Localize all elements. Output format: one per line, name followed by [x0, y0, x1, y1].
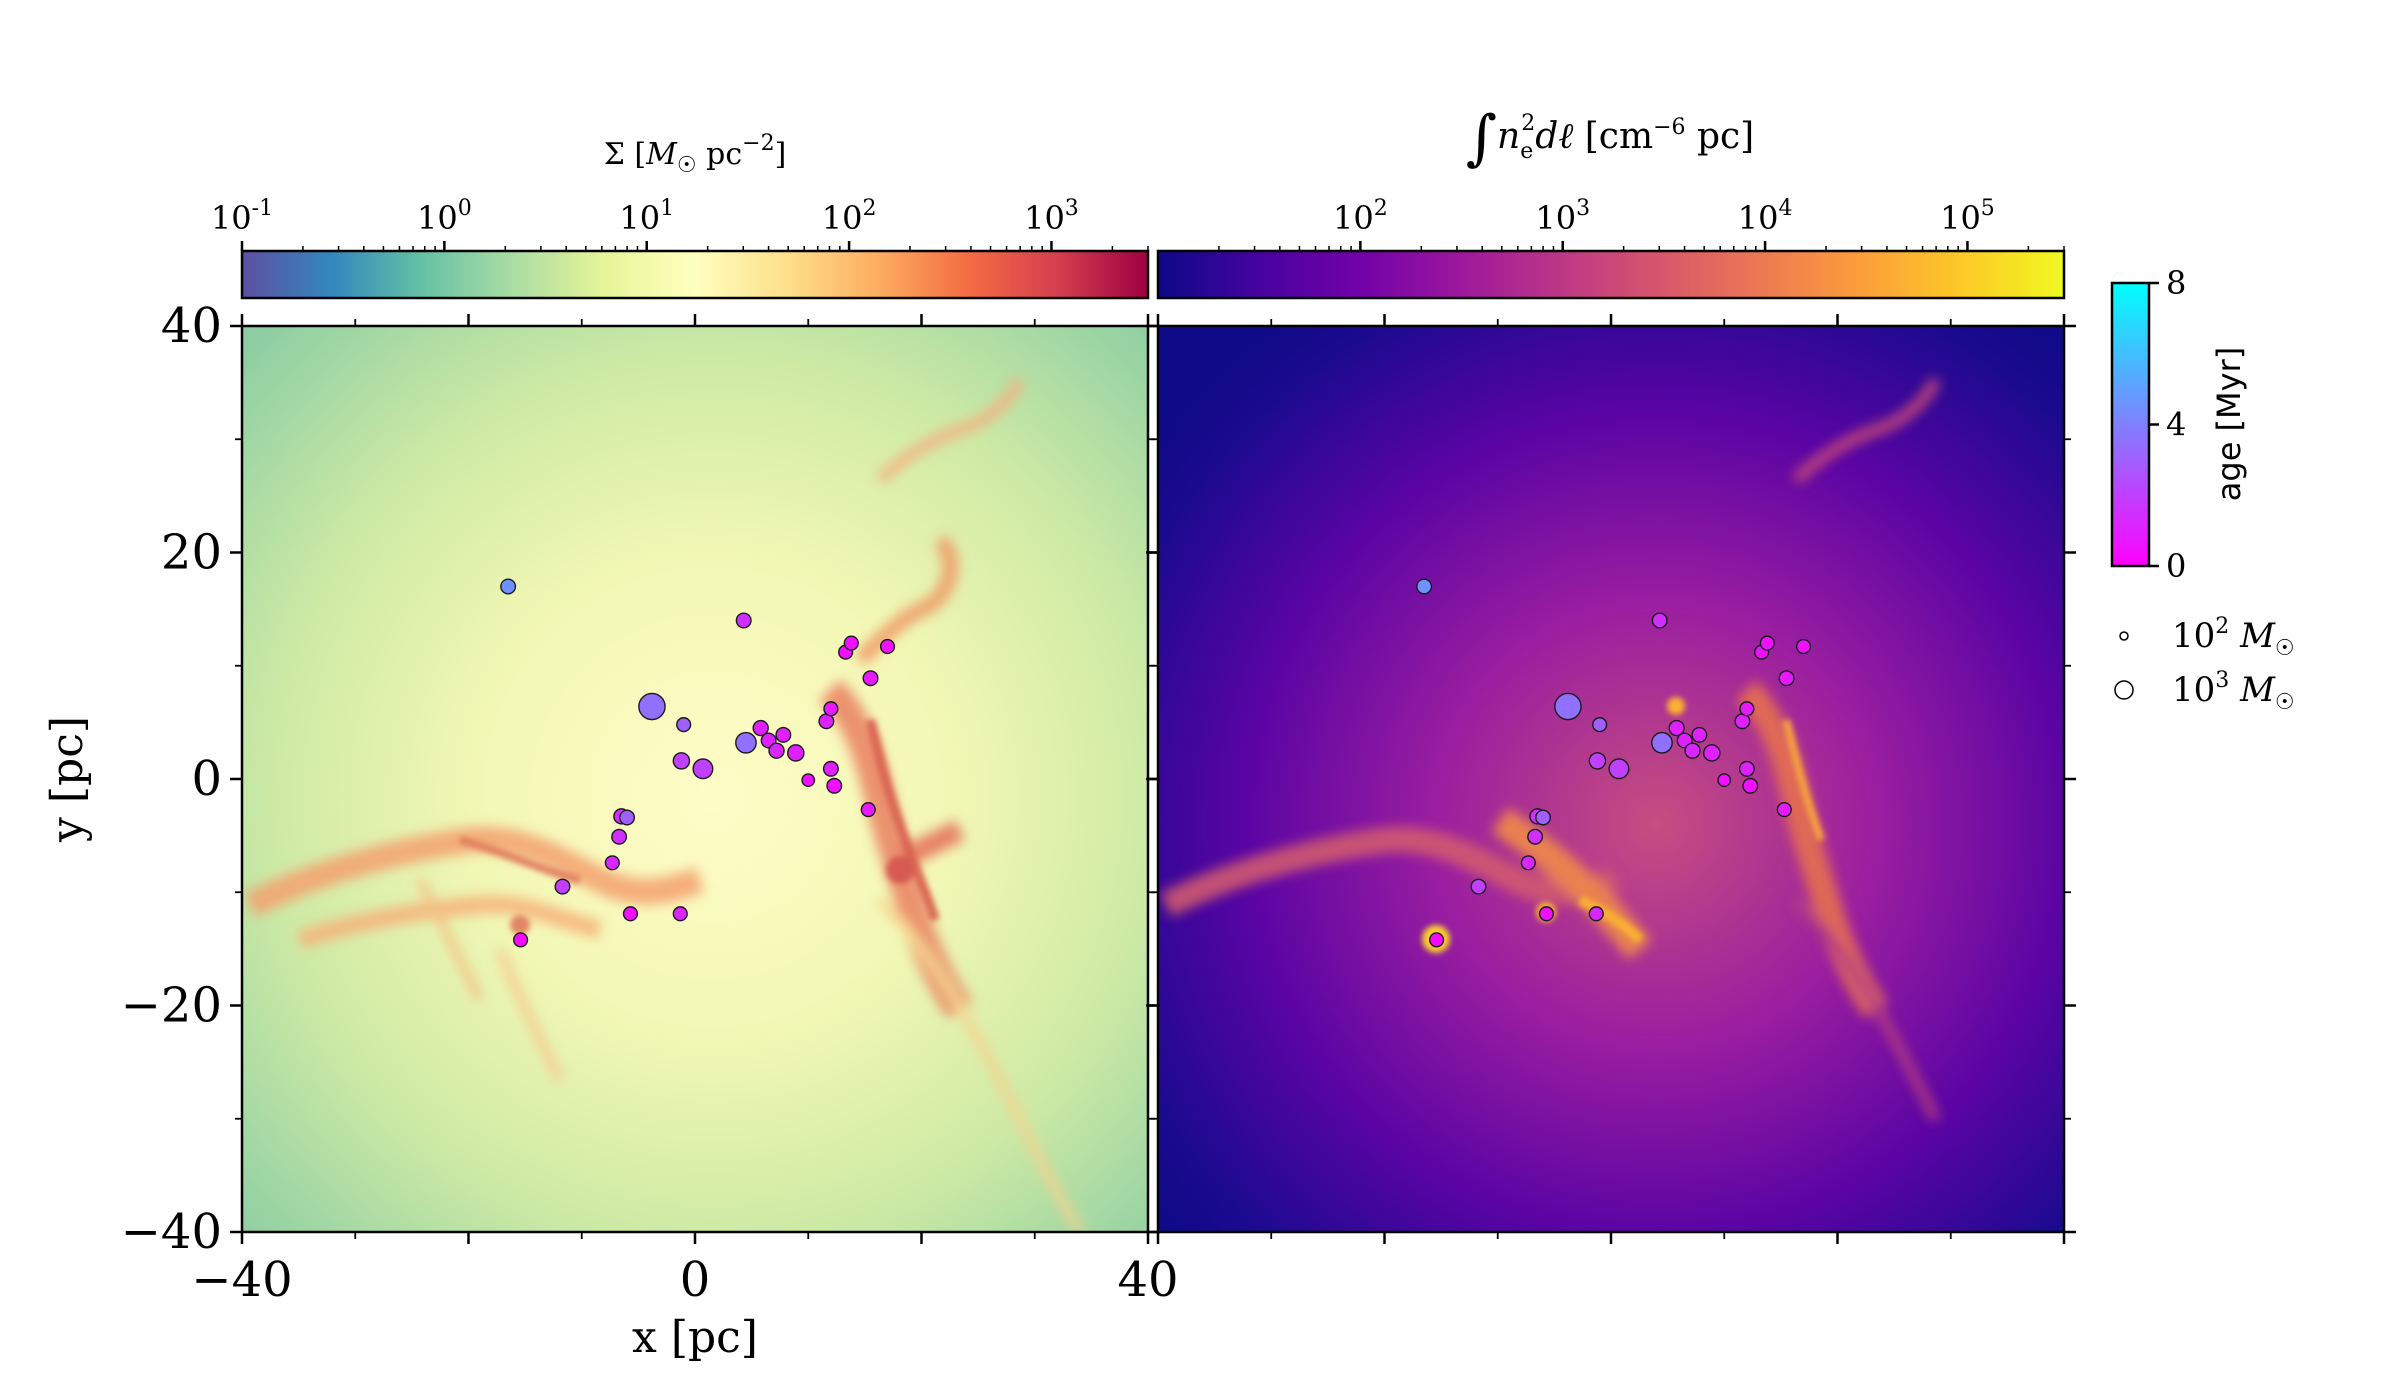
- star-cluster-point: [1702, 744, 1721, 762]
- colorbar-tick-label: 103: [1024, 196, 1079, 237]
- star-cluster-point: [879, 638, 896, 655]
- age-tick-label: 8: [2166, 264, 2186, 302]
- star-cluster-point: [554, 878, 571, 895]
- star-cluster-point: [862, 670, 879, 687]
- colorbar-age-ticks: 8 4 0: [2149, 264, 2186, 585]
- star-cluster-point: [622, 906, 639, 922]
- size-legend-label-large: 103 M☉: [2172, 668, 2295, 715]
- star-points-left: [500, 578, 896, 948]
- star-cluster-point: [801, 773, 816, 788]
- star-cluster-point: [1684, 742, 1701, 759]
- star-cluster-point: [611, 828, 628, 845]
- colorbar-tick-label: 102: [822, 196, 877, 237]
- star-cluster-point: [672, 906, 688, 922]
- size-legend-marker-large: [2114, 680, 2134, 700]
- star-cluster-point: [500, 578, 517, 595]
- star-cluster-point: [1717, 773, 1732, 788]
- axes-right-ticks: [1146, 314, 2076, 1244]
- star-cluster-point: [1592, 717, 1608, 733]
- colorbar-em-bar: [1156, 249, 2066, 300]
- age-tick-label: 0: [2166, 547, 2186, 585]
- x-tick-label: 0: [680, 1252, 711, 1308]
- colorbar-em-ticks: 102 103 104 105: [1218, 196, 2065, 251]
- colorbar-em-label: ∫ne2dℓ [cm−6 pc]: [1466, 103, 1754, 173]
- colorbar-age-bar: [2110, 281, 2151, 568]
- star-cluster-point: [768, 742, 785, 759]
- star-cluster-point: [1795, 638, 1812, 655]
- colorbar-tick-label: 104: [1738, 196, 1793, 237]
- star-cluster-point: [1651, 731, 1673, 754]
- star-cluster-point: [692, 758, 714, 780]
- x-tick-label: 40: [1117, 1252, 1178, 1308]
- star-cluster-point: [1778, 670, 1795, 687]
- x-tick-label: −40: [191, 1252, 292, 1308]
- colorbar-age: 8 4 0 age [Myr]: [2110, 264, 2248, 585]
- star-points-right: [1416, 578, 1812, 948]
- panel-emission-measure: [1158, 326, 2064, 1232]
- colorbar-tick-label: 105: [1940, 196, 1995, 237]
- colorbar-em: ∫ne2dℓ [cm−6 pc] 102 103 104 105: [1156, 103, 2066, 300]
- panel-surface-density: [242, 326, 1148, 1232]
- axes-left-ticks: −40 0 40 40 20 0 −20 −40: [121, 298, 1179, 1308]
- star-cluster-point: [843, 635, 859, 651]
- star-cluster-point: [1739, 701, 1755, 717]
- star-cluster-point: [823, 701, 839, 717]
- star-cluster-point: [822, 760, 839, 777]
- star-cluster-point: [1742, 777, 1759, 794]
- star-cluster-point: [1588, 906, 1604, 922]
- size-legend: 102 M☉ 103 M☉: [2114, 614, 2295, 715]
- star-cluster-point: [735, 731, 757, 754]
- star-cluster-point: [1588, 752, 1607, 770]
- star-cluster-point: [1668, 719, 1685, 737]
- star-cluster-point: [676, 717, 692, 733]
- x-axis-label: x [pc]: [632, 1312, 758, 1363]
- colorbar-tick-label: 100: [417, 196, 472, 237]
- star-cluster-point: [1470, 878, 1487, 895]
- star-cluster-point: [1428, 932, 1445, 948]
- star-cluster-point: [735, 612, 752, 629]
- colorbar-tick-label: 102: [1333, 196, 1388, 237]
- size-legend-marker-small: [2119, 631, 2129, 641]
- y-tick-label: −40: [121, 1204, 222, 1260]
- star-cluster-point: [672, 752, 691, 770]
- star-cluster-point: [1520, 855, 1536, 871]
- y-tick-label: 20: [161, 525, 222, 581]
- star-cluster-point: [752, 719, 769, 737]
- star-cluster-point: [1538, 906, 1555, 922]
- star-cluster-point: [775, 726, 792, 743]
- star-cluster-point: [826, 777, 843, 794]
- y-tick-label: 0: [191, 751, 222, 807]
- star-cluster-point: [1608, 758, 1630, 780]
- star-cluster-point: [619, 809, 636, 826]
- colorbar-age-label: age [Myr]: [2210, 347, 2248, 501]
- star-cluster-point: [1527, 828, 1544, 845]
- colorbar-sigma: Σ [M☉ pc−2] 10-1 100 101 102 103: [211, 131, 1150, 300]
- star-cluster-point: [1776, 801, 1792, 818]
- y-axis-label: y [pc]: [42, 716, 93, 843]
- star-cluster-point: [786, 744, 805, 762]
- star-cluster-point: [1535, 809, 1552, 826]
- colorbar-sigma-bar: [240, 249, 1150, 300]
- star-cluster-point: [1416, 578, 1433, 595]
- star-cluster-point: [1759, 635, 1775, 651]
- y-tick-label: 40: [161, 298, 222, 354]
- colorbar-sigma-ticks: 10-1 100 101 102 103: [211, 196, 1149, 251]
- star-cluster-point: [1554, 692, 1582, 721]
- y-tick-label: −20: [121, 978, 222, 1034]
- star-cluster-point: [1691, 726, 1708, 743]
- star-cluster-point: [512, 932, 529, 948]
- colorbar-tick-label: 101: [619, 196, 674, 237]
- colorbar-tick-label: 103: [1535, 196, 1590, 237]
- star-cluster-point: [638, 692, 666, 721]
- star-cluster-point: [860, 801, 876, 818]
- colorbar-tick-label: 10-1: [211, 196, 273, 237]
- star-cluster-point: [1651, 612, 1668, 629]
- age-tick-label: 4: [2166, 406, 2186, 444]
- star-cluster-point: [604, 855, 620, 871]
- colorbar-sigma-label: Σ [M☉ pc−2]: [604, 131, 787, 178]
- star-cluster-point: [1738, 760, 1755, 777]
- size-legend-label-small: 102 M☉: [2172, 614, 2295, 661]
